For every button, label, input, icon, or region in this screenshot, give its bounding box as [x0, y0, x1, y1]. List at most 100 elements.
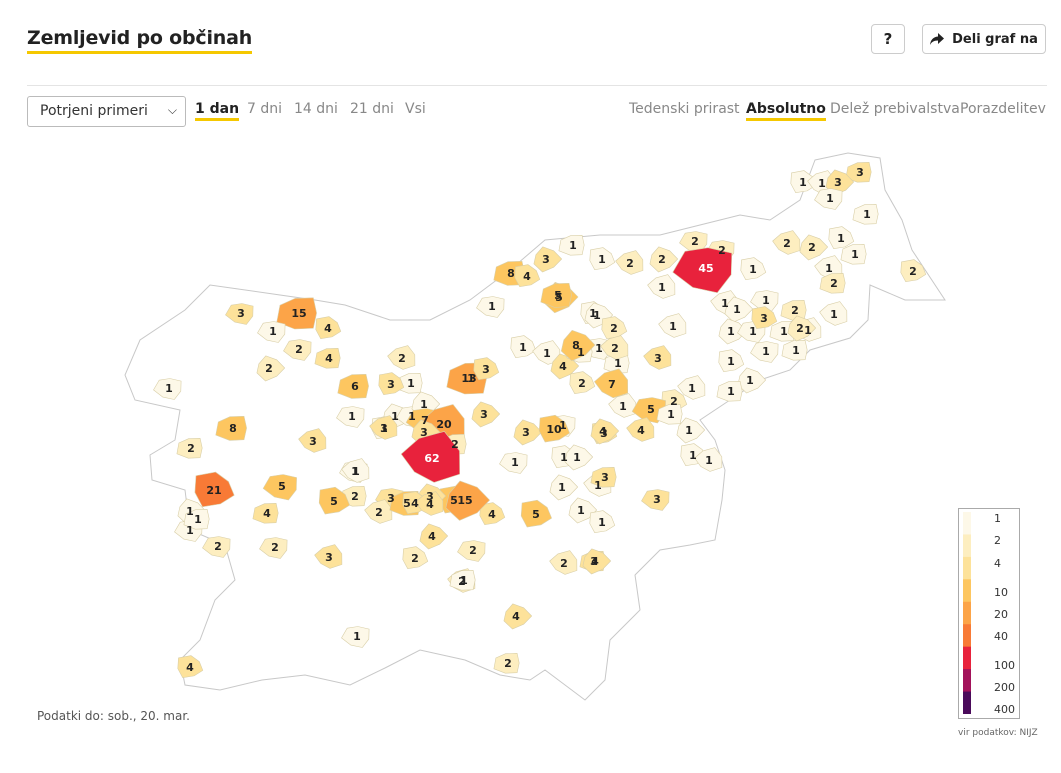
- period-tab-21[interactable]: 21 dni: [350, 101, 394, 117]
- municipality-area[interactable]: [298, 428, 327, 453]
- municipality-area[interactable]: [419, 523, 449, 550]
- measure-select[interactable]: Potrjeni primeri ⌵: [27, 96, 186, 127]
- mode-tab-share[interactable]: Delež prebivalstva: [830, 101, 960, 117]
- municipality-area[interactable]: [257, 321, 286, 343]
- municipality-area[interactable]: [564, 444, 594, 471]
- municipality-area[interactable]: [819, 301, 848, 326]
- municipality-area[interactable]: [590, 466, 617, 488]
- municipality-area[interactable]: [781, 339, 808, 361]
- municipality-area[interactable]: [153, 378, 182, 400]
- municipality-area[interactable]: [387, 345, 416, 370]
- municipality-area[interactable]: [194, 471, 235, 508]
- municipality-area[interactable]: [256, 355, 286, 382]
- municipality-area[interactable]: [814, 188, 843, 210]
- municipality-area[interactable]: [900, 259, 927, 283]
- municipality-area[interactable]: [457, 540, 486, 562]
- municipality-area[interactable]: [215, 415, 247, 441]
- municipality-area[interactable]: [589, 247, 616, 271]
- help-button[interactable]: ?: [871, 24, 905, 54]
- municipality-area[interactable]: [772, 230, 801, 255]
- municipality-area[interactable]: [643, 345, 672, 370]
- mode-tab-distribution[interactable]: Porazdelitev: [960, 101, 1046, 117]
- municipality-area[interactable]: [677, 375, 706, 400]
- mode-tab-weekly[interactable]: Tedenski prirast: [629, 101, 740, 117]
- period-tab-1[interactable]: 1 dan: [195, 101, 240, 121]
- municipality-area[interactable]: [679, 231, 708, 253]
- municipality-area[interactable]: [225, 303, 254, 325]
- municipality-area[interactable]: [514, 264, 541, 288]
- municipality-area[interactable]: [314, 544, 343, 569]
- municipality-area[interactable]: [737, 367, 767, 394]
- municipality-area[interactable]: [336, 406, 365, 428]
- municipality-area[interactable]: [202, 536, 231, 558]
- municipality-area[interactable]: [852, 203, 879, 225]
- municipality-area[interactable]: [499, 452, 528, 474]
- municipality-area[interactable]: [649, 246, 679, 273]
- municipality-area[interactable]: [479, 502, 506, 526]
- period-tab-14[interactable]: 14 dni: [294, 101, 338, 117]
- municipality-area[interactable]: [828, 226, 855, 250]
- municipality-area[interactable]: [819, 272, 846, 294]
- municipality-area[interactable]: [569, 371, 596, 395]
- period-tab-7[interactable]: 7 dni: [247, 101, 283, 117]
- municipality-area[interactable]: [540, 282, 572, 308]
- municipality-area[interactable]: [676, 417, 706, 444]
- mode-tab-absolute[interactable]: Absolutno: [746, 101, 826, 121]
- municipality-area[interactable]: [560, 329, 596, 362]
- municipality-area[interactable]: [694, 447, 723, 472]
- municipality-area[interactable]: [415, 491, 444, 516]
- municipality-area[interactable]: [641, 489, 670, 511]
- municipality-area[interactable]: [520, 499, 552, 528]
- municipality-area[interactable]: [400, 431, 461, 483]
- municipality-area[interactable]: [503, 603, 533, 630]
- municipality-area[interactable]: [259, 537, 288, 559]
- municipality-area[interactable]: [568, 497, 598, 524]
- municipality-area[interactable]: [341, 458, 370, 483]
- municipality-area[interactable]: [608, 393, 637, 418]
- municipality-area[interactable]: [341, 626, 370, 648]
- municipality-area[interactable]: [276, 297, 317, 330]
- municipality-area[interactable]: [476, 296, 505, 318]
- municipality-area[interactable]: [751, 306, 778, 330]
- municipality-area[interactable]: [672, 247, 733, 294]
- municipality-area[interactable]: [532, 340, 561, 365]
- municipality-area[interactable]: [582, 548, 612, 575]
- municipality-area[interactable]: [750, 341, 779, 363]
- municipality-area[interactable]: [314, 347, 341, 369]
- municipality-area[interactable]: [378, 372, 405, 396]
- municipality-area[interactable]: [589, 510, 616, 534]
- municipality-area[interactable]: [402, 546, 429, 570]
- municipality-area[interactable]: [716, 380, 743, 402]
- municipality-area[interactable]: [510, 335, 537, 359]
- municipality-area[interactable]: [177, 655, 204, 679]
- municipality-area[interactable]: [449, 569, 476, 591]
- municipality-area[interactable]: [740, 257, 767, 281]
- municipality-area[interactable]: [615, 250, 644, 275]
- municipality-area[interactable]: [473, 357, 500, 381]
- municipality-area[interactable]: [558, 234, 585, 256]
- municipality-area[interactable]: [533, 246, 563, 273]
- municipality-area[interactable]: [787, 315, 817, 342]
- municipality-area[interactable]: [769, 320, 796, 342]
- municipality-area[interactable]: [600, 335, 629, 360]
- share-button[interactable]: Deli graf na: [922, 24, 1046, 54]
- municipality-area[interactable]: [445, 480, 491, 521]
- municipality-area[interactable]: [176, 437, 203, 459]
- municipality-area[interactable]: [549, 550, 578, 575]
- municipality-area[interactable]: [590, 418, 620, 445]
- municipality-area[interactable]: [538, 414, 570, 443]
- municipality-area[interactable]: [626, 417, 655, 442]
- municipality-area[interactable]: [315, 316, 342, 340]
- municipality-area[interactable]: [369, 415, 398, 440]
- municipality-area[interactable]: [658, 313, 687, 338]
- municipality-area[interactable]: [799, 234, 829, 261]
- municipality-area[interactable]: [790, 170, 817, 194]
- municipality-area[interactable]: [845, 161, 872, 183]
- municipality-area[interactable]: [594, 368, 629, 399]
- municipality-area[interactable]: [840, 243, 867, 265]
- municipality-area[interactable]: [718, 349, 745, 373]
- municipality-area[interactable]: [262, 474, 297, 501]
- municipality-area[interactable]: [471, 401, 501, 428]
- municipality-area[interactable]: [647, 274, 676, 299]
